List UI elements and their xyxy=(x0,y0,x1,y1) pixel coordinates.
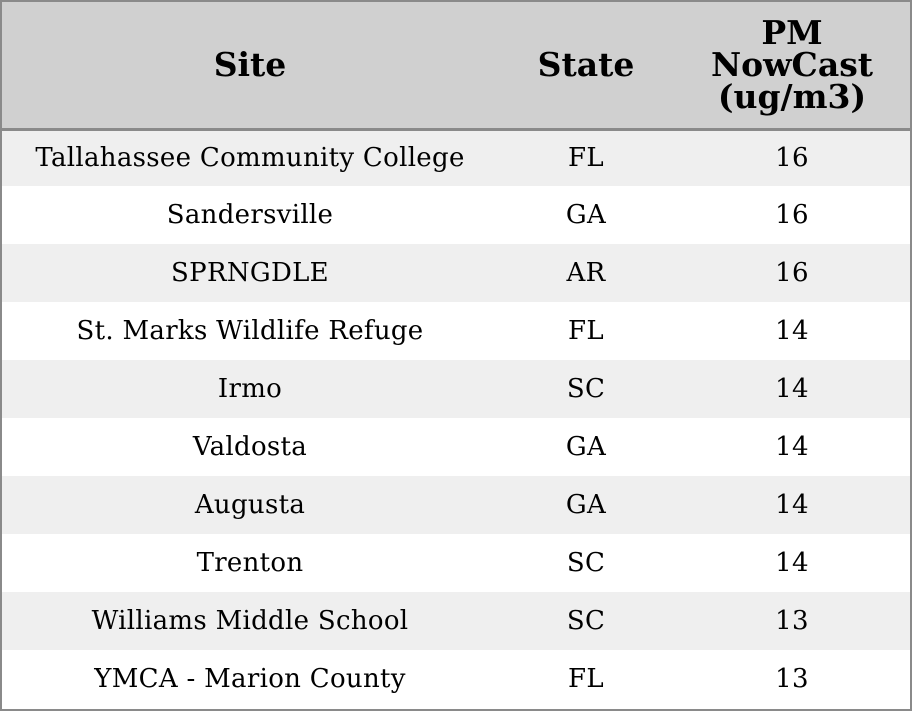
table-row: Trenton SC 14 xyxy=(2,534,910,592)
cell-state: GA xyxy=(565,432,607,462)
cell-state: FL xyxy=(568,143,604,174)
cell-pm-nowcast: 14 xyxy=(775,432,809,462)
header-state: State xyxy=(498,2,674,131)
cell-state: SC xyxy=(566,548,606,578)
table-row: Valdosta GA 14 xyxy=(2,418,910,476)
table-row: Williams Middle School SC 13 xyxy=(2,592,910,650)
cell-pm-nowcast: 16 xyxy=(775,258,809,288)
cell-pm-nowcast: 14 xyxy=(775,316,809,346)
cell-state: FL xyxy=(568,664,604,694)
cell-state: GA xyxy=(565,490,607,520)
cell-site: Trenton xyxy=(196,548,304,578)
cell-pm-nowcast: 16 xyxy=(775,143,809,174)
header-pm-line-3: (ug/m3) xyxy=(717,76,867,116)
table-body: Tallahassee Community College FL 16 Sanders… xyxy=(2,129,910,708)
cell-state: AR xyxy=(566,258,606,288)
table-row: Augusta GA 14 xyxy=(2,476,910,534)
cell-site: Valdosta xyxy=(192,432,308,462)
cell-site: Sandersville xyxy=(166,200,334,230)
table-row: Tallahassee Community College FL 16 xyxy=(2,129,910,186)
table-row: St. Marks Wildlife Refuge FL 14 xyxy=(2,302,910,360)
header-site: Site xyxy=(2,2,498,131)
table-row: Irmo SC 14 xyxy=(2,360,910,418)
cell-site: SPRNGDLE xyxy=(171,258,329,288)
cell-pm-nowcast: 13 xyxy=(775,664,809,694)
header-pm-line-1: PM xyxy=(761,12,823,52)
header-pm-nowcast: PM NowCast (ug/m3) xyxy=(674,2,910,131)
cell-pm-nowcast: 14 xyxy=(775,548,809,578)
cell-pm-nowcast: 14 xyxy=(775,490,809,520)
cell-pm-nowcast: 13 xyxy=(775,606,809,636)
cell-site: YMCA - Marion County xyxy=(94,664,406,694)
table-row: YMCA - Marion County FL 13 xyxy=(2,650,910,708)
cell-site: Irmo xyxy=(217,374,283,404)
cell-site: Williams Middle School xyxy=(91,606,409,636)
cell-state: SC xyxy=(566,374,606,404)
cell-site: Tallahassee Community College xyxy=(35,143,465,174)
cell-state: GA xyxy=(565,200,607,230)
cell-pm-nowcast: 14 xyxy=(775,374,809,404)
cell-state: FL xyxy=(568,316,604,346)
cell-site: Augusta xyxy=(194,490,306,520)
cell-pm-nowcast: 16 xyxy=(775,200,809,230)
table-row: Sandersville GA 16 xyxy=(2,186,910,244)
cell-state: SC xyxy=(566,606,606,636)
table-row: SPRNGDLE AR 16 xyxy=(2,244,910,302)
header-row: Site State PM NowCast (ug/m3) xyxy=(2,2,910,131)
header-pm-line-2: NowCast xyxy=(710,44,874,84)
table-header: Site State PM NowCast (ug/m3) xyxy=(2,2,910,131)
cell-site: St. Marks Wildlife Refuge xyxy=(76,316,424,346)
